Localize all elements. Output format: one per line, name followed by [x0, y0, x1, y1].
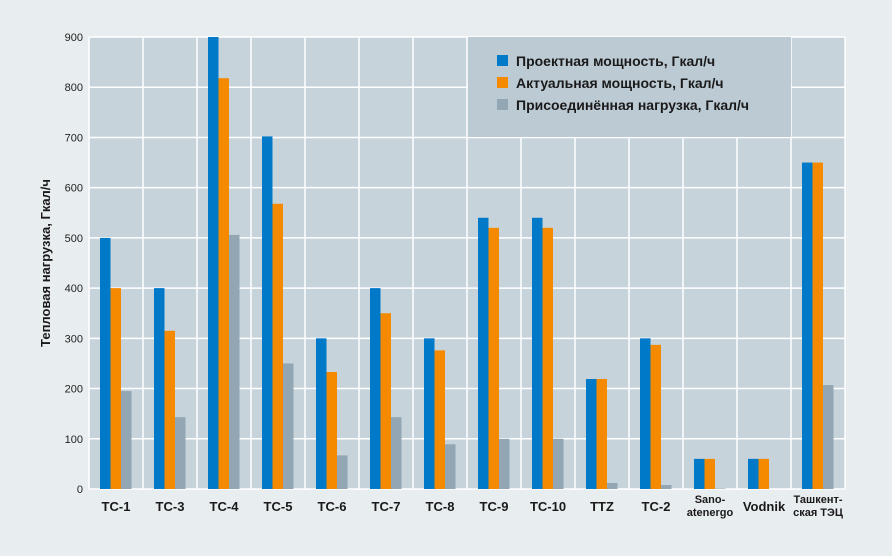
y-tick-label: 300	[65, 333, 83, 345]
bar-3	[337, 455, 348, 489]
legend: Проектная мощность, Гкал/ч Актуальная мощ…	[497, 53, 749, 113]
bar-2	[650, 344, 661, 489]
bar-3	[121, 391, 132, 489]
x-tick-label: TC-6	[318, 499, 347, 514]
bar-3	[175, 417, 186, 489]
x-tick-label: Vodnik	[743, 499, 786, 514]
bar-3	[229, 234, 240, 489]
x-tick-label: TC-8	[426, 499, 455, 514]
bar-1	[424, 338, 435, 489]
bar-1	[262, 136, 273, 489]
bar-3	[283, 363, 294, 489]
legend-label: Присоединённая нагрузка, Гкал/ч	[516, 97, 749, 113]
bar-3	[445, 444, 456, 489]
bar-2	[704, 458, 715, 489]
bar-2	[380, 313, 391, 489]
bar-2	[758, 458, 769, 489]
bar-1	[640, 338, 651, 489]
bar-2	[218, 78, 229, 489]
y-tick-label: 900	[65, 32, 83, 44]
y-tick-label: 200	[65, 384, 83, 396]
x-tick-label: TC-10	[530, 499, 566, 514]
bar-2	[110, 288, 121, 489]
y-tick-label: 100	[65, 434, 83, 446]
x-axis-labels: TC-1 TC-3 TC-4 TC-5 TC-6 TC-7 TC-8 TC-9 TC-10 TTZ…	[102, 494, 843, 519]
bar-1	[694, 458, 705, 489]
bar-3	[823, 385, 834, 489]
bar-1	[154, 288, 165, 489]
x-tick-label: TC-2	[642, 499, 671, 514]
bar-1	[748, 458, 759, 489]
x-tick-label: Sano-	[695, 494, 726, 506]
bar-2	[434, 350, 445, 489]
bar-1	[802, 162, 813, 490]
y-tick-label: 0	[77, 484, 83, 496]
x-tick-label: Ташкент-	[793, 494, 842, 506]
bar-2	[488, 227, 499, 489]
bar-1	[100, 237, 111, 489]
legend-background	[468, 37, 791, 137]
y-tick-label: 800	[65, 82, 83, 94]
y-tick-label: 600	[65, 183, 83, 195]
bar-2	[542, 227, 553, 489]
bar-3	[715, 488, 726, 489]
y-tick-label: 700	[65, 132, 83, 144]
x-tick-label: TC-4	[210, 499, 240, 514]
bar-2	[812, 162, 823, 490]
bar-3	[607, 482, 618, 489]
bar-1	[586, 379, 597, 489]
x-tick-label: TC-3	[156, 499, 185, 514]
y-tick-label: 400	[65, 283, 83, 295]
x-tick-label: TC-5	[264, 499, 293, 514]
legend-label: Проектная мощность, Гкал/ч	[516, 53, 715, 69]
y-axis-label: Тепловая нагрузка, Гкал/ч	[38, 179, 53, 347]
x-tick-label: TTZ	[590, 499, 614, 514]
legend-swatch	[497, 99, 508, 110]
bar-2	[596, 379, 607, 489]
legend-swatch	[497, 77, 508, 88]
bar-3	[661, 484, 672, 489]
bars	[100, 37, 834, 490]
legend-swatch	[497, 55, 508, 66]
legend-label: Актуальная мощность, Гкал/ч	[516, 75, 724, 91]
bar-1	[478, 217, 489, 490]
x-tick-label: TC-7	[372, 499, 401, 514]
x-tick-label: atenergo	[687, 507, 734, 519]
bar-1	[208, 37, 219, 489]
x-tick-label: TC-1	[102, 499, 131, 514]
x-tick-label: ская ТЭЦ	[793, 507, 843, 519]
bar-2	[326, 371, 337, 489]
bar-2	[164, 330, 175, 489]
bar-3	[391, 417, 402, 489]
y-tick-label: 500	[65, 233, 83, 245]
bar-2	[272, 203, 283, 489]
bar-1	[370, 288, 381, 489]
bar-1	[532, 217, 543, 490]
bar-1	[316, 338, 327, 489]
bar-3	[499, 438, 510, 489]
y-axis-ticks: 0 100 200 300 400 500 600 700 800 900	[65, 32, 83, 496]
x-tick-label: TC-9	[480, 499, 509, 514]
bar-3	[553, 438, 564, 489]
